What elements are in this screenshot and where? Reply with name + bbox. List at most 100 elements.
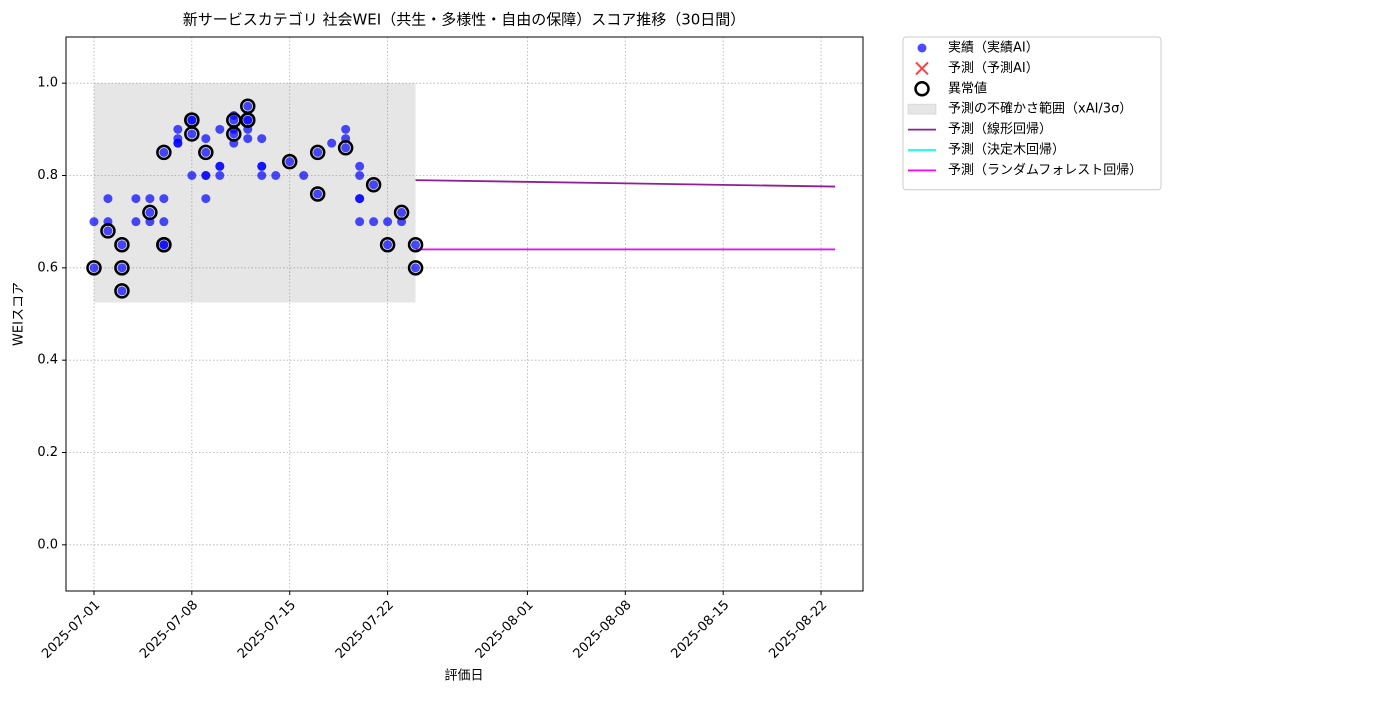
y-tick-label: 0.0 bbox=[37, 537, 58, 552]
actual-point bbox=[355, 194, 365, 204]
actual-point bbox=[145, 207, 155, 217]
legend-marker bbox=[915, 61, 929, 76]
actual-point bbox=[411, 240, 421, 250]
actual-point bbox=[117, 286, 127, 296]
actual-point bbox=[341, 143, 351, 153]
actual-point bbox=[397, 207, 407, 217]
actual-point bbox=[229, 129, 239, 139]
actual-point bbox=[103, 226, 113, 236]
legend-marker bbox=[907, 103, 937, 115]
actual-point bbox=[187, 115, 197, 125]
actual-point bbox=[159, 217, 169, 227]
actual-point bbox=[369, 217, 379, 227]
actual-point bbox=[173, 124, 183, 134]
actual-point bbox=[327, 138, 337, 148]
actual-point bbox=[201, 194, 211, 204]
legend-label: 実績（実績AI） bbox=[948, 40, 1039, 56]
anomaly-point bbox=[114, 260, 130, 276]
actual-point bbox=[159, 240, 169, 250]
anomaly-point bbox=[240, 112, 256, 128]
y-tick-label: 0.4 bbox=[37, 353, 58, 368]
chart-title: 新サービスカテゴリ 社会WEI（共生・多様性・自由の保障）スコア推移（30日間） bbox=[183, 11, 746, 29]
legend-label: 予測（予測AI） bbox=[948, 61, 1039, 76]
anomaly-point bbox=[198, 144, 214, 161]
actual-point bbox=[201, 171, 211, 180]
y-tick-label: 0.2 bbox=[37, 445, 58, 460]
anomaly-point bbox=[309, 144, 326, 161]
actual-point bbox=[341, 124, 351, 134]
actual-point bbox=[243, 134, 253, 144]
anomaly-point bbox=[86, 260, 102, 276]
actual-point bbox=[215, 171, 225, 180]
actual-point bbox=[201, 147, 211, 157]
x-axis-label: 評価日 bbox=[444, 669, 483, 684]
anomaly-point bbox=[379, 237, 396, 253]
anomaly-point bbox=[407, 260, 424, 276]
forecast-line bbox=[415, 179, 836, 188]
actual-point bbox=[215, 161, 225, 171]
actual-point bbox=[145, 194, 155, 204]
actual-point bbox=[159, 194, 169, 204]
legend-frame bbox=[902, 36, 1162, 191]
anomaly-point bbox=[337, 140, 354, 156]
anomaly-point bbox=[365, 176, 382, 193]
anomaly-point bbox=[226, 126, 242, 142]
actual-point bbox=[103, 194, 113, 204]
actual-point bbox=[159, 147, 169, 157]
y-tick-label: 1.0 bbox=[37, 76, 58, 91]
actual-point bbox=[271, 171, 281, 180]
anomaly-point bbox=[114, 237, 130, 253]
actual-point bbox=[131, 217, 141, 227]
actual-point bbox=[257, 134, 267, 144]
anomaly-point bbox=[393, 204, 410, 221]
y-tick-label: 0.8 bbox=[37, 168, 58, 183]
anomaly-point bbox=[407, 237, 424, 253]
actual-point bbox=[313, 147, 323, 157]
y-tick-label: 0.6 bbox=[37, 260, 58, 275]
actual-point bbox=[173, 138, 183, 148]
actual-point bbox=[89, 217, 99, 227]
actual-point bbox=[355, 171, 365, 180]
actual-point bbox=[187, 129, 197, 139]
legend-marker bbox=[914, 81, 930, 97]
legend-label: 予測の不確かさ範囲（xAI/3σ） bbox=[948, 101, 1132, 117]
actual-point bbox=[187, 171, 197, 180]
uncertainty-band bbox=[93, 83, 416, 303]
actual-point bbox=[257, 171, 267, 180]
legend-label: 予測（線形回帰） bbox=[948, 121, 1052, 137]
actual-point bbox=[215, 124, 225, 134]
anomaly-point bbox=[281, 153, 298, 170]
actual-point bbox=[299, 171, 309, 180]
plot-frame bbox=[65, 36, 864, 592]
legend-label: 予測（ランダムフォレスト回帰） bbox=[948, 162, 1142, 178]
actual-point bbox=[285, 157, 295, 167]
legend-marker bbox=[917, 43, 927, 53]
actual-point bbox=[369, 180, 379, 190]
actual-point bbox=[131, 194, 141, 204]
anomaly-point bbox=[142, 204, 158, 221]
anomaly-point bbox=[156, 144, 172, 161]
actual-point bbox=[355, 161, 365, 171]
actual-point bbox=[243, 115, 253, 125]
anomaly-point bbox=[100, 223, 116, 239]
anomaly-point bbox=[309, 186, 326, 202]
actual-point bbox=[411, 263, 421, 273]
actual-point bbox=[383, 240, 393, 250]
actual-point bbox=[89, 263, 99, 273]
actual-point bbox=[243, 101, 253, 111]
legend-label: 予測（決定木回帰） bbox=[948, 142, 1065, 158]
anomaly-point bbox=[184, 112, 200, 128]
actual-point bbox=[355, 217, 365, 227]
actual-point bbox=[383, 217, 393, 227]
anomaly-point bbox=[156, 237, 172, 253]
actual-point bbox=[313, 189, 323, 199]
y-axis-label: WEIスコア bbox=[12, 282, 27, 346]
anomaly-point bbox=[114, 283, 130, 299]
actual-point bbox=[117, 263, 127, 273]
actual-point bbox=[201, 134, 211, 144]
actual-point bbox=[257, 161, 267, 171]
legend-label: 異常値 bbox=[948, 80, 987, 96]
